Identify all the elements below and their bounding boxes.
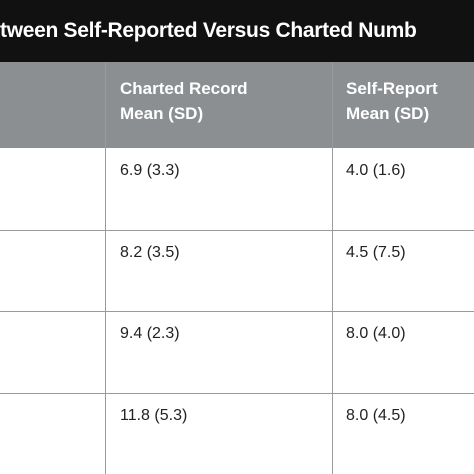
table-cell: 9.4 (2.3): [120, 325, 180, 342]
table-title: tween Self-Reported Versus Charted Numb: [0, 0, 474, 62]
column-divider: [332, 62, 333, 474]
table-cell: 4.0 (1.6): [346, 162, 406, 179]
row-divider: [0, 311, 474, 312]
table-cell: 8.2 (3.5): [120, 244, 180, 261]
table-cell: 8.0 (4.0): [346, 325, 406, 342]
row-divider: [0, 393, 474, 394]
column-header: Charted Record Mean (SD): [120, 79, 248, 123]
column-header: Self-Report Mean (SD): [346, 79, 438, 123]
table-cell: 4.5 (7.5): [346, 244, 406, 261]
table-cell: 6.9 (3.3): [120, 162, 180, 179]
table-cell: 11.8 (5.3): [120, 407, 188, 424]
row-divider: [0, 230, 474, 231]
table-cell: 8.0 (4.5): [346, 407, 406, 424]
column-divider: [105, 62, 106, 474]
header-row: Charted Record Mean (SD) Self-Report Mea…: [0, 62, 474, 148]
